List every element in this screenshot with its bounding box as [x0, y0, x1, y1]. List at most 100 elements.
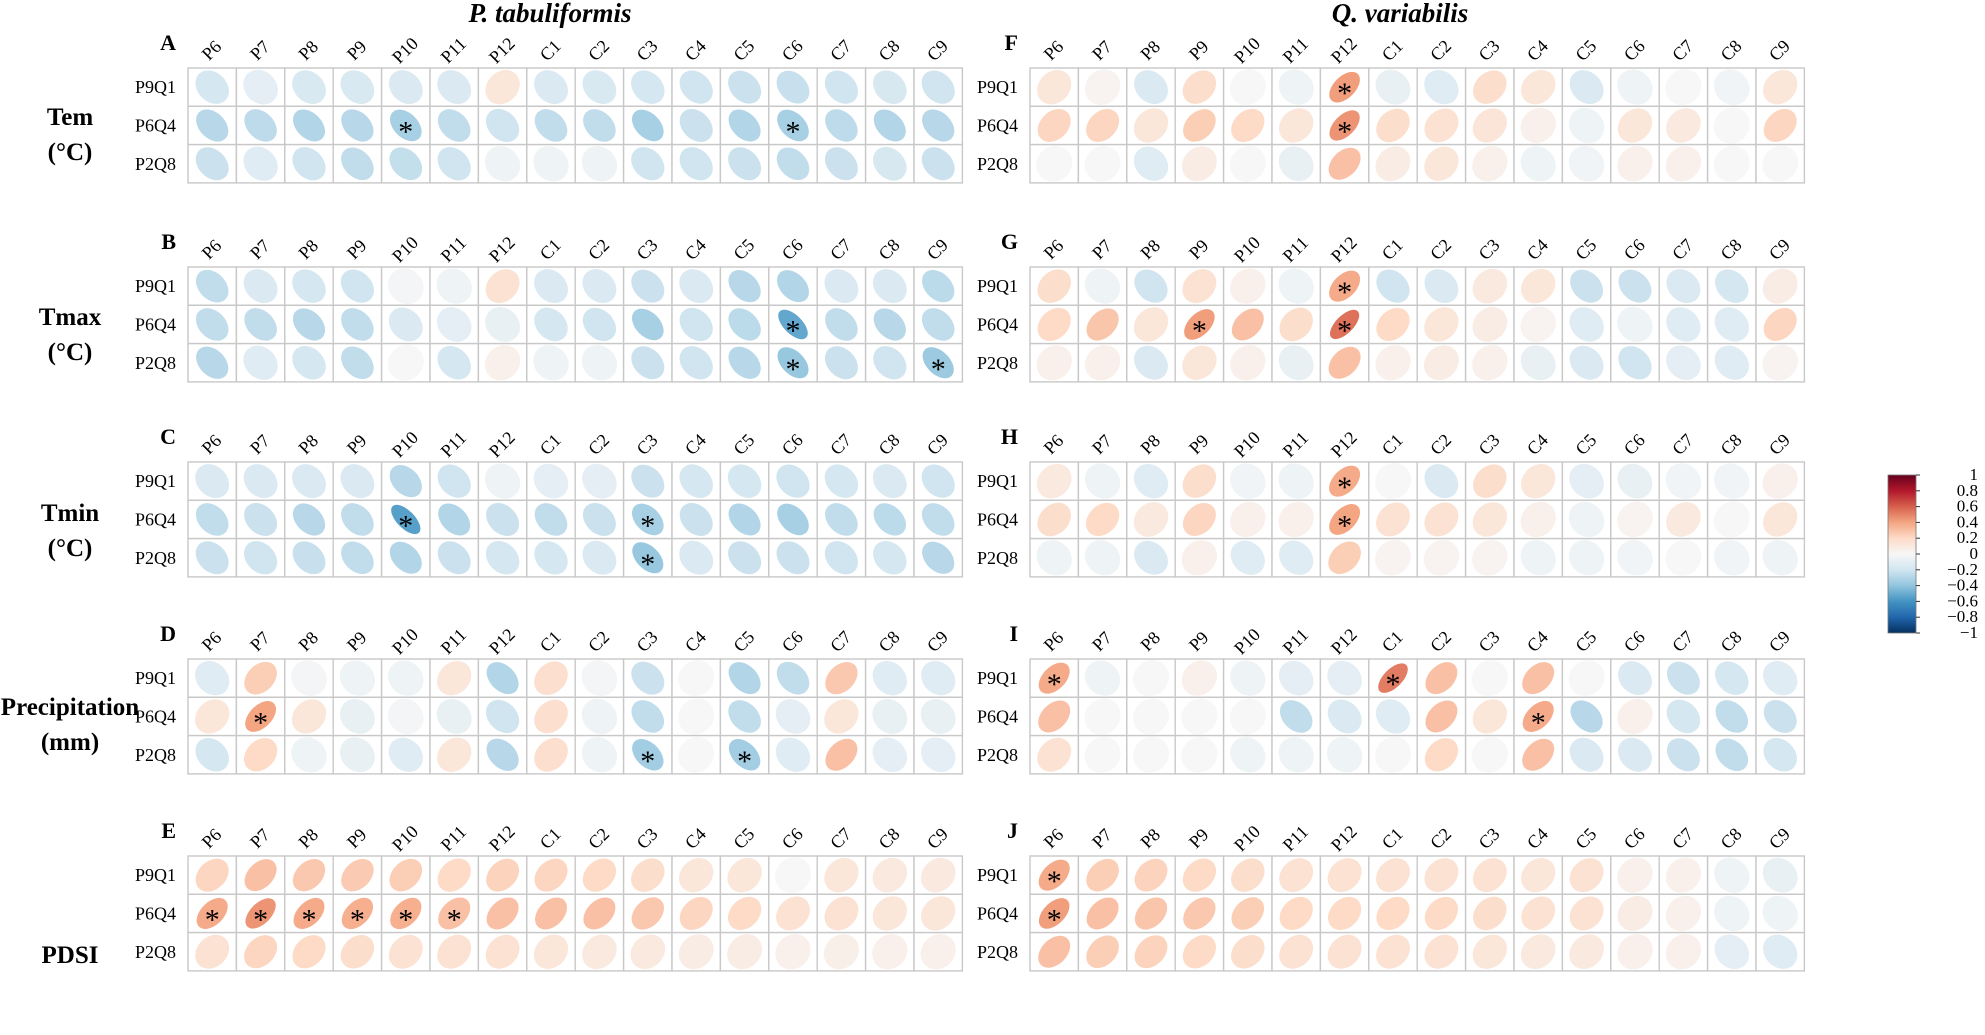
correlation-ellipse [872, 737, 908, 773]
column-label: P7 [246, 627, 274, 655]
correlation-ellipse [921, 70, 955, 104]
correlation-ellipse [291, 699, 327, 734]
column-label: C9 [1765, 430, 1794, 459]
correlation-ellipse [1376, 307, 1410, 342]
panel-label: H [1001, 424, 1018, 449]
column-label: P6 [1040, 36, 1068, 64]
correlation-ellipse [485, 69, 520, 105]
correlation-ellipse [533, 934, 569, 969]
row-label: P9Q1 [135, 668, 176, 688]
correlation-ellipse [1279, 858, 1314, 893]
colorbar-tick-label: −0.4 [1947, 576, 1978, 595]
correlation-ellipse [437, 660, 472, 696]
variable-label: Precipitation (mm) [1, 694, 139, 756]
correlation-ellipse [1617, 69, 1653, 105]
correlation-ellipse [1328, 346, 1361, 379]
column-label: P8 [1136, 235, 1164, 263]
row-label: P9Q1 [135, 276, 176, 296]
correlation-ellipse [1618, 269, 1652, 303]
correlation-ellipse [389, 147, 423, 181]
column-label: C1 [536, 824, 565, 853]
correlation-ellipse [1328, 541, 1361, 575]
correlation-ellipse [1279, 896, 1313, 931]
correlation-ellipse [1762, 895, 1798, 932]
correlation-ellipse [195, 858, 229, 892]
correlation-ellipse [825, 503, 858, 536]
column-label: C4 [1523, 824, 1552, 853]
correlation-ellipse [1666, 738, 1700, 772]
colorbar-tick-label: 0.2 [1957, 528, 1978, 547]
correlation-ellipse [1230, 540, 1265, 575]
correlation-ellipse [679, 70, 713, 104]
correlation-ellipse [1037, 269, 1071, 303]
correlation-ellipse [1666, 269, 1701, 304]
correlation-ellipse [1618, 661, 1652, 696]
correlation-ellipse [1037, 69, 1072, 105]
column-label: C7 [826, 430, 855, 459]
column-label: C6 [1620, 430, 1649, 459]
correlation-ellipse [1084, 736, 1121, 773]
significance-marker: * [205, 903, 220, 936]
correlation-ellipse [631, 503, 664, 536]
correlation-ellipse [1375, 345, 1411, 381]
correlation-ellipse [437, 934, 472, 969]
column-label: C9 [1765, 235, 1794, 264]
column-label: C1 [1378, 627, 1407, 656]
column-label: C5 [1571, 627, 1600, 656]
correlation-ellipse [1279, 540, 1314, 575]
correlation-ellipse [1617, 463, 1653, 499]
correlation-ellipse [1763, 699, 1797, 733]
correlation-ellipse [534, 858, 568, 892]
significance-marker: * [398, 115, 413, 148]
correlation-ellipse [293, 897, 325, 929]
correlation-ellipse [727, 857, 762, 893]
correlation-ellipse [1424, 896, 1459, 931]
correlation-ellipse [1521, 69, 1556, 105]
correlation-ellipse [389, 541, 422, 574]
significance-marker: * [1047, 668, 1062, 701]
correlation-ellipse [920, 934, 956, 970]
correlation-ellipse [341, 346, 374, 380]
significance-marker: * [1047, 865, 1062, 898]
correlation-ellipse [1424, 269, 1459, 304]
correlation-ellipse [1521, 896, 1556, 931]
correlation-ellipse [922, 269, 955, 303]
panel-B: B P6 P7 P8 P9 P10 P11 P12 C1 C2 C3 C4 C5 C6 C7 C8 C9 P9Q1… [135, 229, 964, 386]
column-label: P9 [343, 627, 371, 655]
correlation-ellipse [534, 307, 568, 342]
panel-label: J [1007, 818, 1018, 843]
significance-marker: * [786, 353, 801, 386]
correlation-ellipse [631, 858, 665, 892]
correlation-ellipse [1327, 934, 1362, 969]
correlation-ellipse [1568, 501, 1605, 538]
correlation-ellipse [1038, 898, 1070, 929]
correlation-ellipse [293, 109, 325, 142]
correlation-ellipse [292, 345, 326, 380]
correlation-ellipse [872, 464, 907, 499]
correlation-ellipse [728, 70, 762, 104]
correlation-ellipse [679, 464, 713, 498]
correlation-ellipse [1424, 464, 1459, 499]
column-label: C2 [1426, 430, 1455, 459]
column-label: P8 [1136, 627, 1164, 655]
correlation-ellipse [1038, 700, 1071, 733]
correlation-ellipse [582, 269, 617, 304]
column-label: C2 [1426, 36, 1455, 65]
column-label: C6 [778, 36, 807, 65]
correlation-ellipse [631, 109, 664, 142]
correlation-ellipse [292, 464, 326, 499]
correlation-ellipse [1327, 699, 1362, 734]
correlation-ellipse [824, 147, 858, 181]
panel-label: I [1009, 621, 1018, 646]
correlation-ellipse [825, 661, 858, 695]
colorbar: 10.80.60.40.20−0.2−0.4−0.6−0.8−1 [1887, 465, 1979, 642]
correlation-ellipse [485, 269, 520, 304]
correlation-ellipse [632, 739, 664, 771]
correlation-ellipse [1762, 344, 1799, 381]
correlation-ellipse [1763, 307, 1797, 341]
colorbar-tick-label: −0.8 [1947, 607, 1978, 626]
correlation-ellipse [1762, 463, 1798, 499]
correlation-ellipse [1230, 737, 1266, 773]
correlation-ellipse [388, 660, 424, 696]
